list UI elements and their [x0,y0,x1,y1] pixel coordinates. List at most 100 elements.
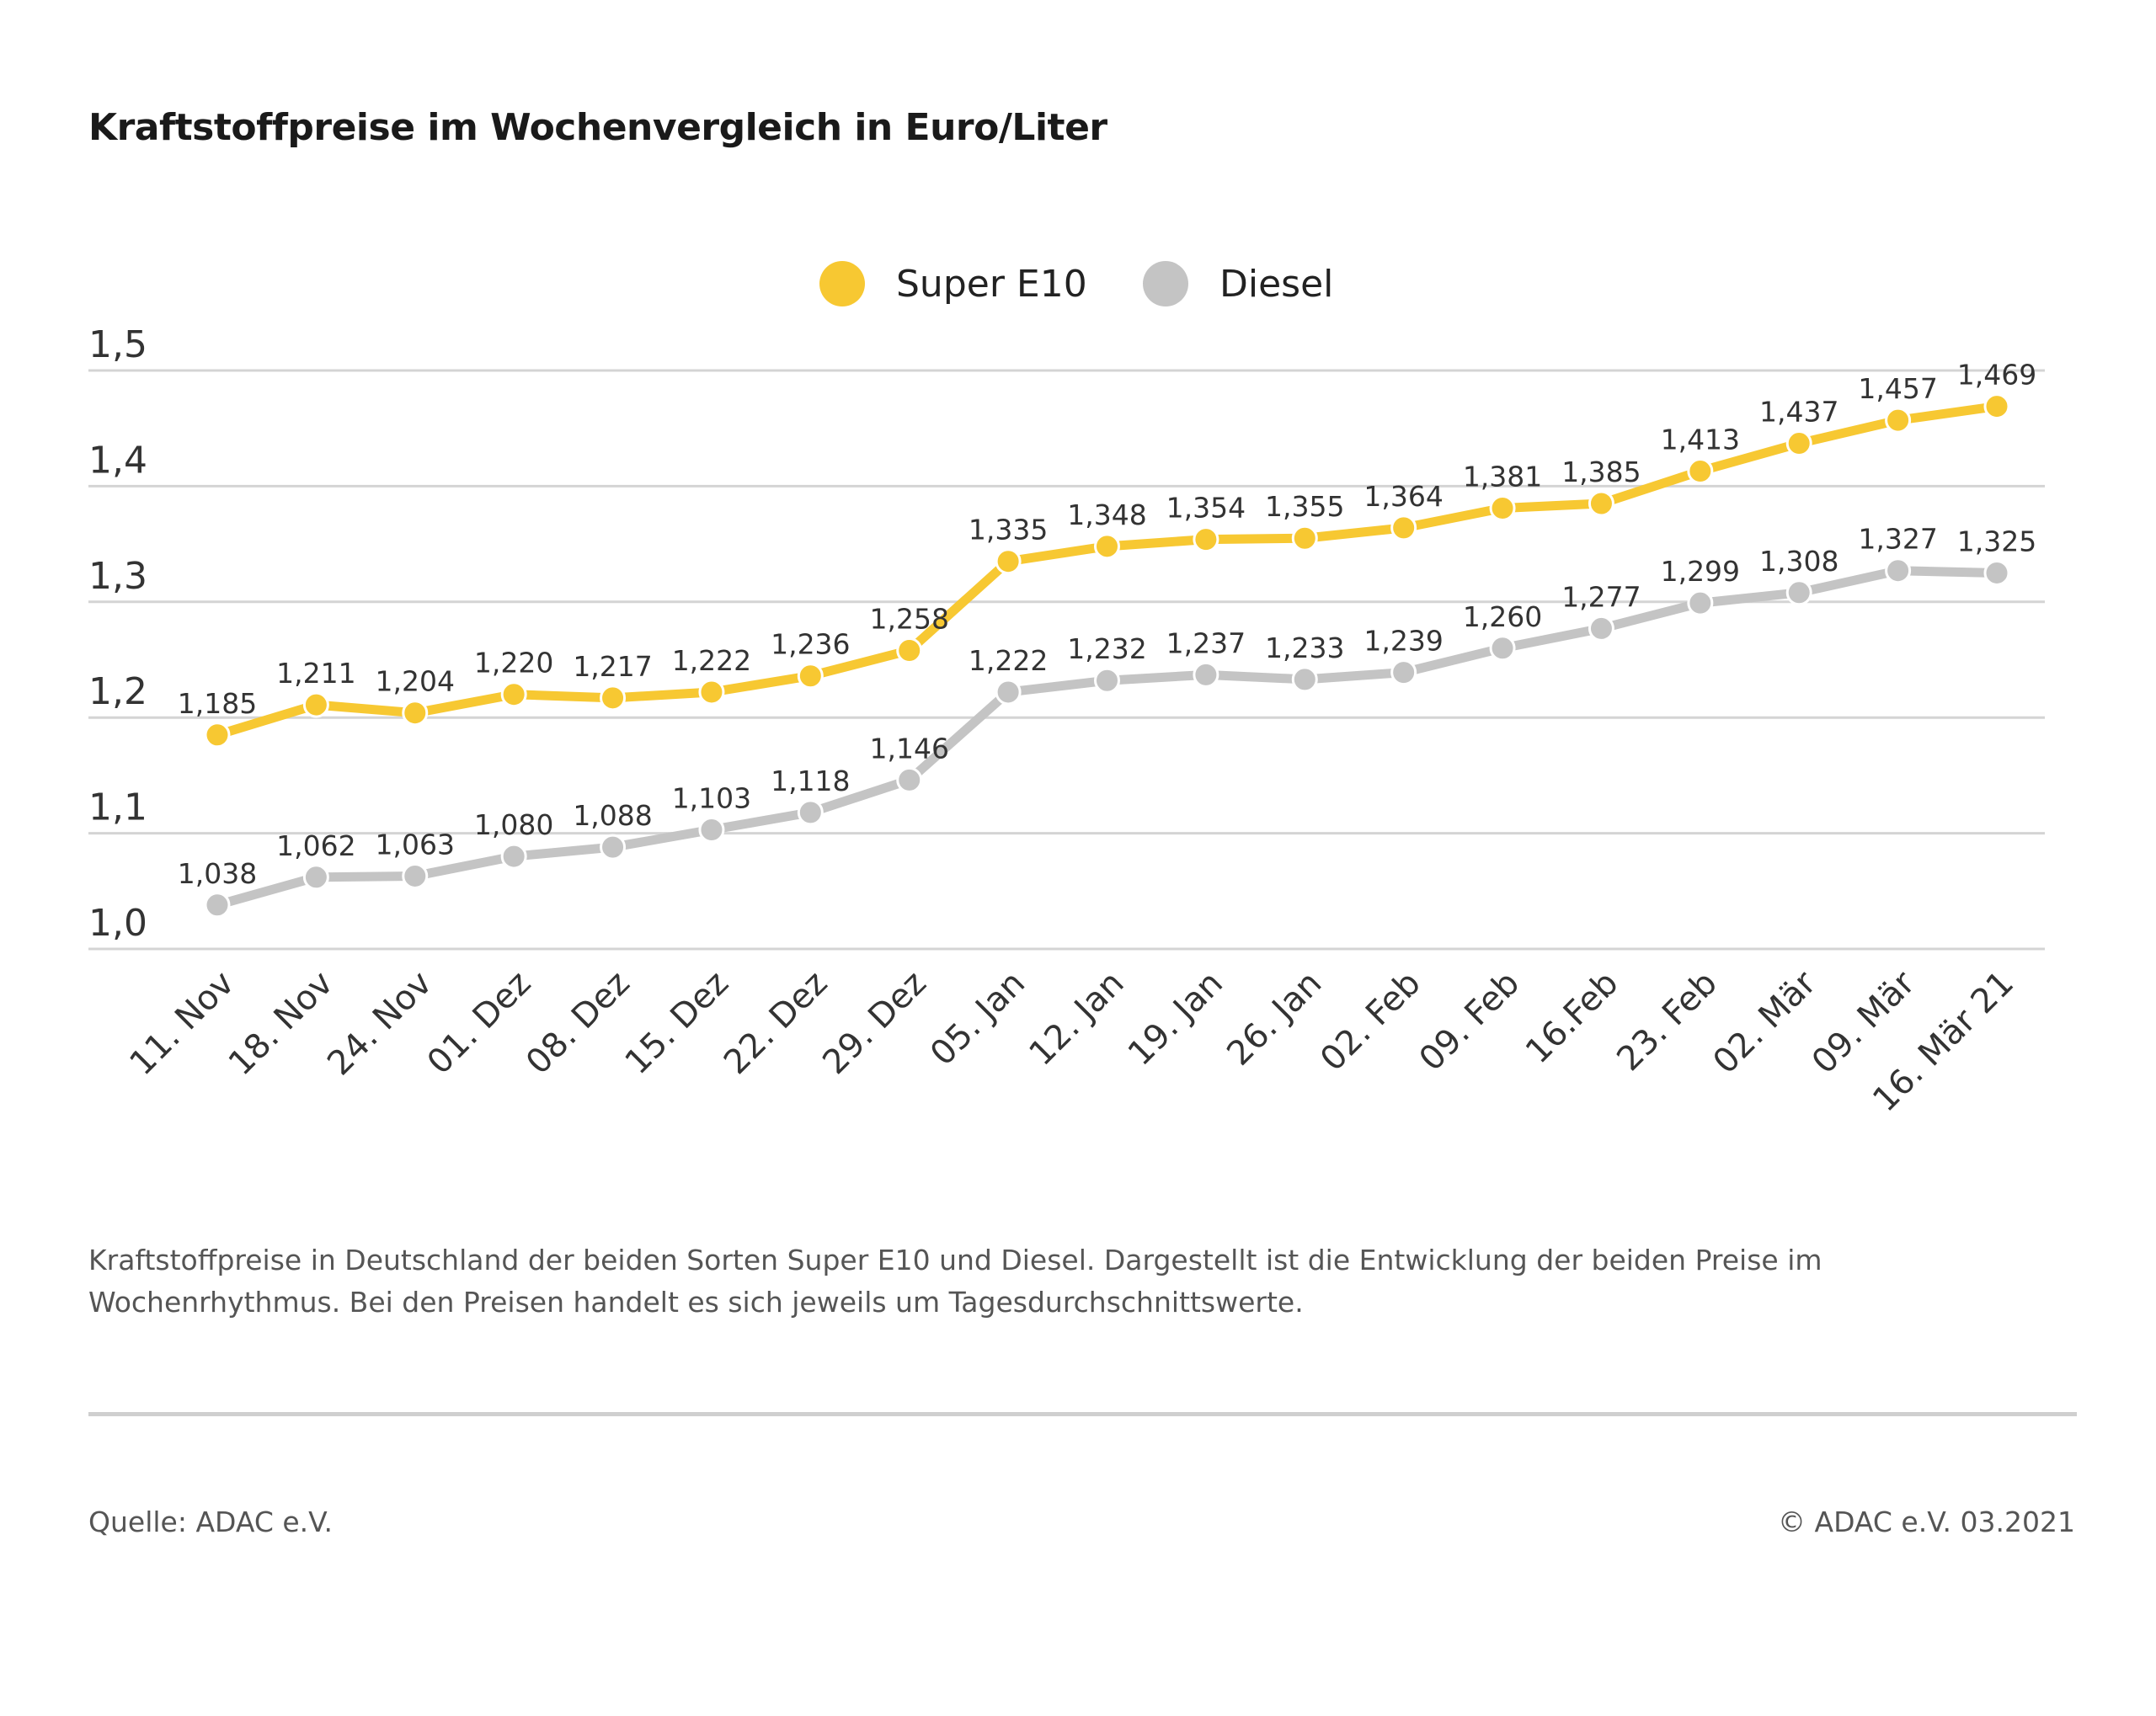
x-tick-label: 05. Jan [923,964,1033,1074]
data-point [698,816,725,843]
data-point [302,864,329,891]
data-label: 1,146 [869,732,948,765]
legend-marker [819,261,865,306]
data-label: 1,381 [1463,461,1542,493]
data-point [500,681,527,708]
data-point [1983,559,2010,586]
data-point [1687,458,1714,485]
x-tick-label: 18. Nov [221,964,341,1084]
data-label: 1,385 [1561,456,1641,488]
data-point [797,663,824,690]
divider [88,1412,2077,1416]
data-point [600,685,627,711]
y-tick-label: 1,0 [88,902,147,945]
x-tick-label: 02. Mär [1705,963,1823,1081]
data-point [1885,407,1912,434]
data-point [302,691,329,718]
data-label: 1,325 [1957,525,2036,557]
x-tick-label: 16.Feb [1518,964,1626,1072]
data-label: 1,469 [1957,359,2036,392]
data-point [1489,495,1516,522]
data-label: 1,185 [178,687,257,720]
chart-description: Kraftstoffpreise in Deutschland der beid… [88,1244,1822,1319]
y-tick-label: 1,5 [88,323,147,366]
data-label: 1,437 [1759,396,1838,429]
x-tick-label: 26. Jan [1219,964,1329,1074]
data-point [1291,666,1318,693]
data-point [1687,589,1714,616]
data-label: 1,348 [1067,498,1146,531]
data-label: 1,457 [1858,372,1937,405]
data-label: 1,327 [1858,523,1937,556]
data-point [1983,393,2010,420]
x-tick-label: 11. Nov [122,964,242,1084]
data-label: 1,038 [178,857,257,890]
data-label: 1,232 [1067,632,1146,665]
data-label: 1,237 [1166,626,1246,659]
data-point [1291,525,1318,552]
x-tick-label: 24. Nov [320,964,440,1084]
x-tick-label: 12. Jan [1022,964,1131,1074]
data-point [995,548,1022,575]
source-note: Quelle: ADAC e.V. [88,1505,333,1538]
legend-marker [1143,261,1188,306]
data-label: 1,062 [276,829,355,862]
y-tick-label: 1,1 [88,786,147,829]
data-point [1588,615,1614,642]
data-label: 1,222 [672,644,751,677]
data-label: 1,299 [1661,555,1740,588]
data-label: 1,233 [1265,632,1344,664]
data-point [204,722,231,749]
data-point [1588,490,1614,517]
data-point [402,862,429,889]
data-point [1785,579,1812,606]
data-point [1785,430,1812,457]
data-label: 1,211 [276,657,355,690]
data-point [600,834,627,861]
data-point [1094,533,1120,560]
x-tick-label: 29. Dez [815,964,934,1083]
data-label: 1,277 [1561,580,1641,613]
data-label: 1,355 [1265,490,1344,523]
data-point [1885,557,1912,584]
data-label: 1,204 [376,665,455,698]
y-tick-label: 1,2 [88,670,147,713]
data-point [1489,635,1516,662]
data-label: 1,335 [969,514,1048,546]
x-tick-label: 15. Dez [617,964,736,1083]
legend-label: Super E10 [896,263,1087,306]
data-point [797,799,824,826]
x-tick-label: 01. Dez [420,964,539,1083]
data-label: 1,080 [474,808,553,841]
data-point [698,679,725,706]
data-point [995,679,1022,706]
data-point [1193,661,1219,688]
data-point [1390,659,1417,686]
data-point [204,892,231,919]
data-label: 1,364 [1364,480,1443,513]
x-tick-label: 08. Dez [519,964,638,1083]
x-tick-label: 19. Jan [1121,964,1230,1074]
data-label: 1,118 [771,765,850,797]
legend-label: Diesel [1219,263,1333,306]
data-label: 1,220 [474,647,553,679]
data-label: 1,308 [1759,545,1838,578]
data-label: 1,413 [1661,424,1740,456]
data-point [896,766,923,793]
y-tick-label: 1,3 [88,555,147,598]
data-label: 1,236 [771,628,850,661]
data-label: 1,217 [573,650,652,683]
data-label: 1,239 [1364,625,1443,658]
x-tick-label: 23. Feb [1609,964,1725,1079]
data-label: 1,103 [672,781,751,814]
data-point [500,843,527,870]
data-label: 1,354 [1166,492,1246,525]
data-label: 1,258 [869,603,948,636]
data-point [402,700,429,727]
data-label: 1,222 [969,644,1048,677]
data-point [1094,667,1120,694]
data-label: 1,063 [376,828,455,861]
x-tick-label: 22. Dez [717,964,835,1083]
y-tick-label: 1,4 [88,439,147,482]
